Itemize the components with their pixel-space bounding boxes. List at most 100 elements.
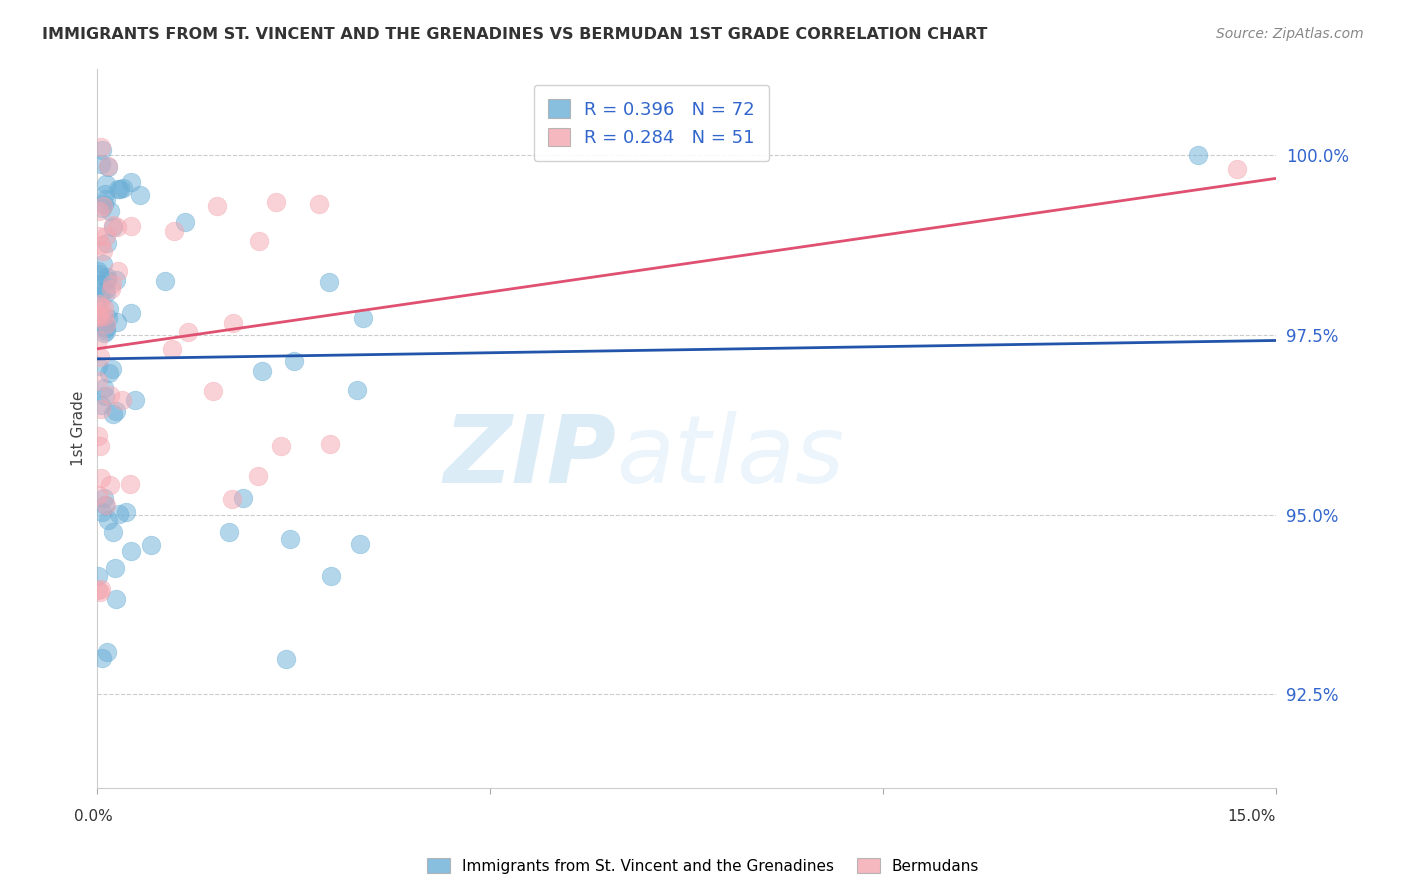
Point bbox=[264, 194, 287, 209]
Point bbox=[232, 491, 254, 505]
Point bbox=[93, 381, 115, 395]
Point bbox=[98, 478, 121, 492]
Point bbox=[90, 471, 112, 485]
Point bbox=[97, 160, 120, 174]
Point bbox=[100, 362, 122, 376]
Point bbox=[93, 309, 115, 323]
Point bbox=[89, 204, 111, 219]
Point bbox=[101, 219, 124, 234]
Text: ZIP: ZIP bbox=[443, 411, 616, 503]
Point bbox=[89, 584, 111, 599]
Point bbox=[101, 524, 124, 539]
Point bbox=[90, 201, 112, 215]
Point bbox=[93, 318, 115, 332]
Point bbox=[346, 383, 368, 397]
Point bbox=[98, 366, 121, 380]
Point bbox=[308, 196, 330, 211]
Point bbox=[94, 321, 117, 335]
Point bbox=[321, 568, 343, 582]
Point bbox=[89, 439, 111, 453]
Point bbox=[101, 277, 124, 291]
Point bbox=[94, 178, 117, 192]
Point bbox=[276, 652, 298, 666]
Point bbox=[87, 308, 110, 322]
Point bbox=[349, 536, 371, 550]
Point bbox=[319, 437, 342, 451]
Point bbox=[96, 228, 118, 243]
Point bbox=[93, 491, 115, 505]
Text: 0.0%: 0.0% bbox=[73, 809, 112, 824]
Point bbox=[205, 199, 228, 213]
Y-axis label: 1st Grade: 1st Grade bbox=[72, 391, 86, 466]
Point bbox=[93, 326, 115, 341]
Point bbox=[94, 388, 117, 402]
Point bbox=[103, 218, 125, 232]
Point bbox=[107, 507, 129, 521]
Point bbox=[96, 286, 118, 301]
Point bbox=[94, 192, 117, 206]
Point bbox=[105, 219, 128, 234]
Point bbox=[283, 354, 305, 368]
Point bbox=[96, 235, 118, 250]
Point bbox=[87, 301, 110, 316]
Point bbox=[141, 538, 163, 552]
Point bbox=[107, 264, 129, 278]
Point bbox=[90, 505, 112, 519]
Point bbox=[87, 374, 110, 388]
Point bbox=[89, 350, 111, 364]
Point bbox=[160, 343, 183, 357]
Point bbox=[120, 544, 142, 558]
Point bbox=[87, 359, 110, 374]
Point bbox=[218, 524, 240, 539]
Point bbox=[94, 324, 117, 338]
Point bbox=[91, 143, 114, 157]
Point bbox=[97, 311, 120, 326]
Point bbox=[201, 384, 224, 399]
Point bbox=[87, 488, 110, 502]
Text: IMMIGRANTS FROM ST. VINCENT AND THE GRENADINES VS BERMUDAN 1ST GRADE CORRELATION: IMMIGRANTS FROM ST. VINCENT AND THE GREN… bbox=[42, 27, 987, 42]
Point bbox=[278, 532, 301, 546]
Point bbox=[97, 301, 120, 316]
Point bbox=[87, 429, 110, 443]
Point bbox=[270, 439, 292, 453]
Point bbox=[112, 181, 135, 195]
Point bbox=[94, 498, 117, 512]
Point bbox=[96, 273, 118, 287]
Point bbox=[120, 306, 142, 320]
Point bbox=[163, 224, 186, 238]
Point bbox=[120, 175, 142, 189]
Point bbox=[87, 582, 110, 597]
Point bbox=[105, 315, 128, 329]
Point bbox=[87, 296, 110, 310]
Point bbox=[1226, 162, 1249, 177]
Point bbox=[97, 159, 120, 173]
Point bbox=[352, 310, 374, 325]
Point bbox=[96, 269, 118, 284]
Point bbox=[90, 299, 112, 313]
Point bbox=[90, 140, 112, 154]
Text: Source: ZipAtlas.com: Source: ZipAtlas.com bbox=[1216, 27, 1364, 41]
Point bbox=[87, 264, 110, 278]
Point bbox=[177, 325, 200, 339]
Point bbox=[90, 285, 112, 299]
Point bbox=[90, 651, 112, 665]
Point bbox=[105, 404, 128, 418]
Point bbox=[94, 498, 117, 512]
Point bbox=[91, 257, 114, 271]
Point bbox=[104, 561, 127, 575]
Point bbox=[91, 244, 114, 259]
Point bbox=[87, 568, 110, 582]
Point bbox=[98, 388, 121, 402]
Point bbox=[89, 310, 111, 324]
Point bbox=[250, 364, 273, 378]
Point bbox=[89, 277, 111, 292]
Point bbox=[222, 316, 245, 330]
Text: atlas: atlas bbox=[616, 411, 844, 502]
Point bbox=[111, 392, 134, 407]
Point bbox=[90, 237, 112, 252]
Point bbox=[247, 234, 270, 248]
Point bbox=[118, 477, 141, 491]
Point bbox=[98, 203, 121, 218]
Point bbox=[94, 186, 117, 201]
Point bbox=[90, 401, 112, 416]
